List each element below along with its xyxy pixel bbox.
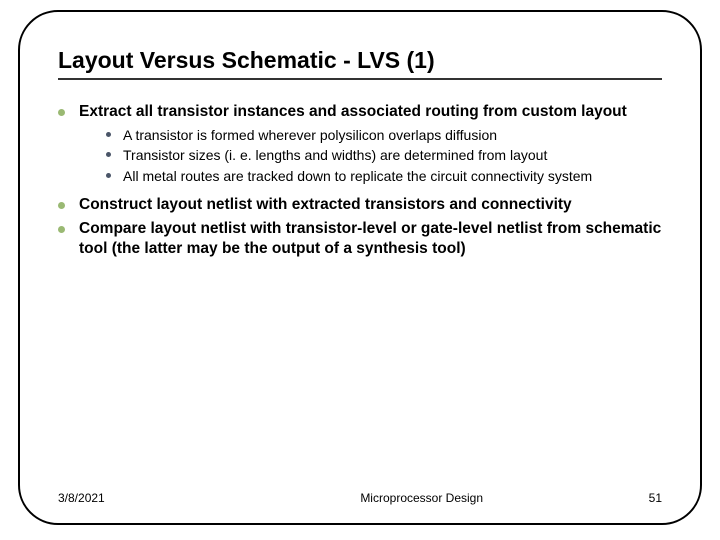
sub-bullet-text: All metal routes are tracked down to rep… [123, 167, 592, 185]
sub-bullet-marker-icon [106, 132, 111, 137]
footer-title: Microprocessor Design [195, 491, 649, 505]
sub-bullet-item: All metal routes are tracked down to rep… [106, 167, 662, 185]
sub-bullet-list: A transistor is formed wherever polysili… [106, 126, 662, 185]
bullet-text: Extract all transistor instances and ass… [79, 102, 627, 122]
sub-bullet-item: A transistor is formed wherever polysili… [106, 126, 662, 144]
bullet-item: Compare layout netlist with transistor-l… [58, 219, 662, 259]
sub-bullet-text: Transistor sizes (i. e. lengths and widt… [123, 146, 547, 164]
bullet-text: Construct layout netlist with extracted … [79, 195, 572, 215]
bullet-marker-icon [58, 226, 65, 233]
bullet-marker-icon [58, 202, 65, 209]
sub-bullet-marker-icon [106, 173, 111, 178]
bullet-item: Construct layout netlist with extracted … [58, 195, 662, 215]
slide-title: Layout Versus Schematic - LVS (1) [58, 47, 662, 80]
slide-footer: 3/8/2021 Microprocessor Design 51 [58, 491, 662, 505]
bullet-marker-icon [58, 109, 65, 116]
slide-content: Extract all transistor instances and ass… [58, 102, 662, 259]
slide-frame: Layout Versus Schematic - LVS (1) Extrac… [18, 10, 702, 525]
footer-date: 3/8/2021 [58, 491, 105, 505]
bullet-text: Compare layout netlist with transistor-l… [79, 219, 662, 259]
bullet-item: Extract all transistor instances and ass… [58, 102, 662, 122]
sub-bullet-item: Transistor sizes (i. e. lengths and widt… [106, 146, 662, 164]
sub-bullet-marker-icon [106, 152, 111, 157]
sub-bullet-text: A transistor is formed wherever polysili… [123, 126, 497, 144]
footer-page-number: 51 [649, 491, 662, 505]
